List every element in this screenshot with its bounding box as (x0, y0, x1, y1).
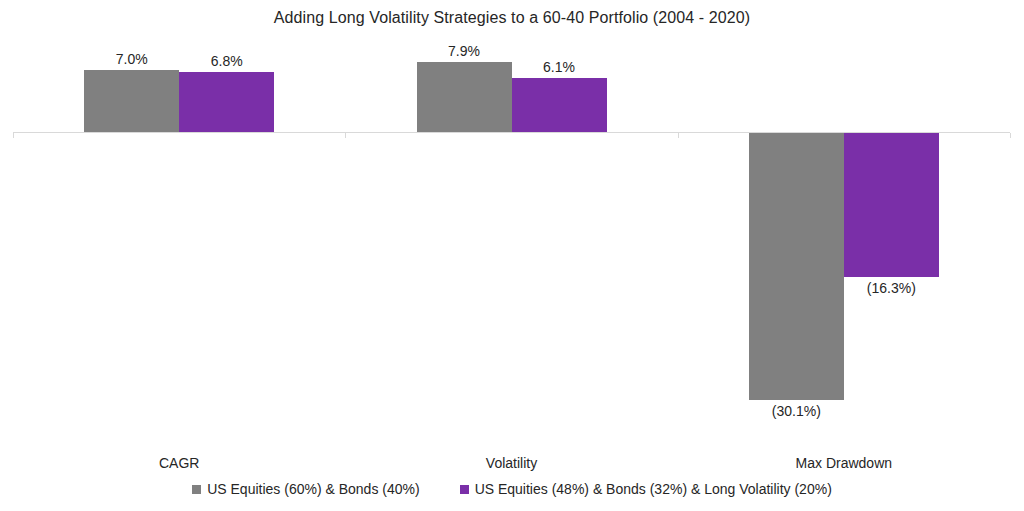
data-label-volatility-series-0: 7.9% (404, 43, 524, 59)
axis-tick (13, 133, 14, 138)
legend-swatch-1 (460, 485, 469, 494)
category-label-volatility: Volatility (432, 455, 592, 471)
legend: US Equities (60%) & Bonds (40%) US Equiti… (0, 480, 1024, 498)
axis-tick (678, 133, 679, 138)
legend-label-0: US Equities (60%) & Bonds (40%) (207, 481, 419, 497)
data-label-max-drawdown-series-1: (16.3%) (831, 280, 951, 296)
legend-item-0: US Equities (60%) & Bonds (40%) (192, 481, 419, 497)
plot-area: 7.0%6.8%CAGR7.9%6.1%Volatility(30.1%)(16… (13, 40, 1010, 480)
category-label-max-drawdown: Max Drawdown (764, 455, 924, 471)
bar-cagr-series-1 (179, 72, 274, 132)
legend-item-1: US Equities (48%) & Bonds (32%) & Long V… (460, 481, 832, 497)
axis-tick (1010, 133, 1011, 138)
chart-canvas: Adding Long Volatility Strategies to a 6… (0, 0, 1024, 511)
data-label-cagr-series-1: 6.8% (167, 53, 287, 69)
bar-max-drawdown-series-0 (749, 133, 844, 400)
bar-max-drawdown-series-1 (844, 133, 939, 277)
bar-volatility-series-0 (417, 62, 512, 132)
chart-title: Adding Long Volatility Strategies to a 6… (0, 9, 1024, 27)
axis-tick (345, 133, 346, 138)
bar-volatility-series-1 (512, 78, 607, 132)
legend-label-1: US Equities (48%) & Bonds (32%) & Long V… (475, 481, 832, 497)
legend-swatch-0 (192, 485, 201, 494)
data-label-volatility-series-1: 6.1% (499, 59, 619, 75)
data-label-max-drawdown-series-0: (30.1%) (736, 403, 856, 419)
category-label-cagr: CAGR (99, 455, 259, 471)
bar-cagr-series-0 (84, 70, 179, 132)
